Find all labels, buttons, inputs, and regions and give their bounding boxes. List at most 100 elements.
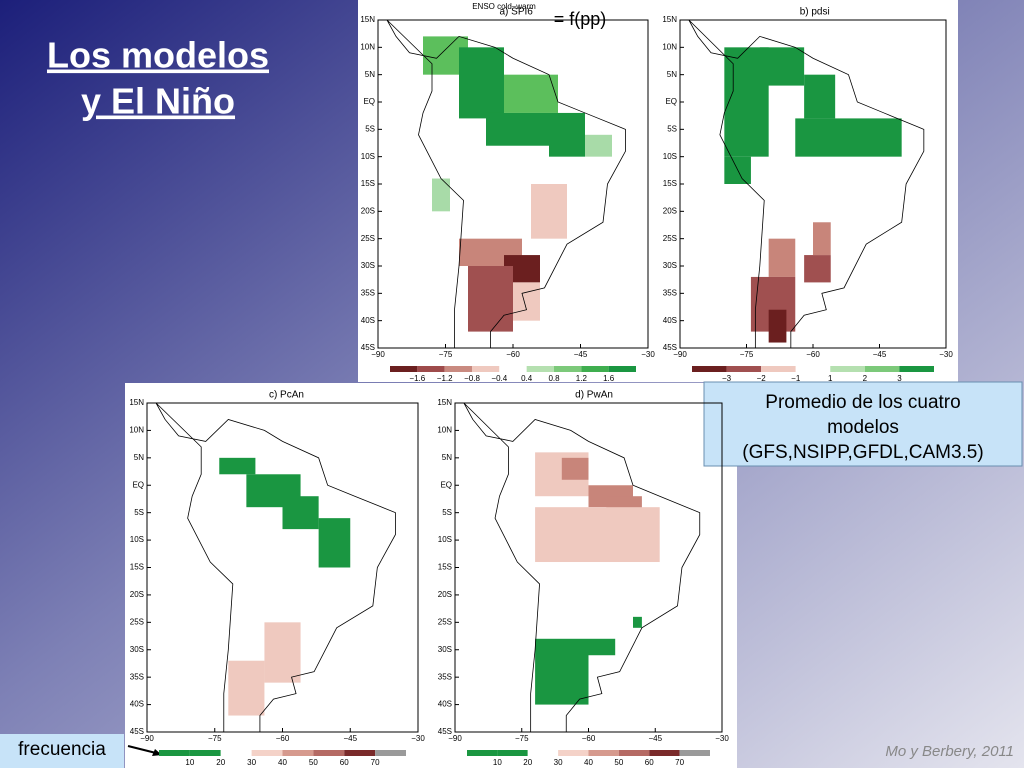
colorbar-label: 10	[185, 758, 194, 767]
colorbar-label: 30	[247, 758, 256, 767]
lat-label: 15N	[129, 398, 144, 407]
note-text: Promedio de los cuatro	[765, 392, 960, 413]
lat-label: 45S	[361, 343, 375, 352]
lat-label: 15N	[437, 398, 452, 407]
colorbar-segment	[390, 366, 418, 372]
lat-label: 35S	[663, 288, 677, 297]
lat-label: EQ	[132, 480, 144, 489]
colorbar-label: −0.4	[491, 374, 507, 383]
colorbar-segment	[761, 366, 796, 372]
colorbar-label: 40	[278, 758, 287, 767]
colorbar-segment	[375, 750, 406, 756]
slide-title: y El Niño	[81, 81, 235, 122]
colorbar-segment	[527, 750, 559, 756]
shaded-cell	[795, 118, 902, 157]
colorbar-segment	[679, 750, 710, 756]
lat-label: EQ	[665, 97, 677, 106]
colorbar-segment	[497, 750, 528, 756]
lon-label: −75	[740, 350, 754, 359]
shaded-cell	[561, 457, 589, 480]
shaded-cell	[228, 660, 265, 716]
lon-label: −60	[806, 350, 820, 359]
colorbar-segment	[608, 366, 636, 372]
lat-label: 5N	[667, 70, 677, 79]
lon-label: −75	[208, 734, 222, 743]
colorbar-label: 20	[216, 758, 225, 767]
shaded-cell	[588, 638, 616, 656]
lat-label: 35S	[438, 672, 452, 681]
lon-label: −45	[873, 350, 887, 359]
lat-label: 20S	[130, 590, 144, 599]
lat-label: 40S	[438, 700, 452, 709]
lon-label: −60	[506, 350, 520, 359]
shaded-cell	[768, 238, 796, 277]
colorbar-label: −2	[757, 374, 767, 383]
colorbar-label: 70	[371, 758, 380, 767]
lat-label: 10N	[360, 42, 375, 51]
slide-title: Los modelos	[47, 35, 269, 76]
lat-label: 5S	[442, 508, 452, 517]
shaded-cell	[432, 178, 450, 212]
colorbar-segment	[499, 366, 527, 372]
lat-label: 15S	[130, 563, 144, 572]
colorbar-segment	[554, 366, 582, 372]
lat-label: 10N	[662, 42, 677, 51]
colorbar-label: 1.6	[603, 374, 615, 383]
colorbar-label: 1	[828, 374, 833, 383]
lon-label: −60	[582, 734, 596, 743]
colorbar-segment	[588, 750, 619, 756]
lon-label: −45	[343, 734, 357, 743]
lat-label: 40S	[663, 316, 677, 325]
lat-label: 25S	[361, 234, 375, 243]
lat-label: 45S	[130, 727, 144, 736]
colorbar-segment	[344, 750, 376, 756]
lat-label: 5S	[667, 124, 677, 133]
lat-label: EQ	[440, 480, 452, 489]
colorbar-segment	[726, 366, 762, 372]
lat-label: 20S	[663, 206, 677, 215]
coastline	[463, 402, 701, 733]
colorbar-label: 50	[309, 758, 318, 767]
lat-label: 5N	[442, 453, 452, 462]
lat-label: 30S	[361, 261, 375, 270]
lat-label: 30S	[130, 645, 144, 654]
colorbar-segment	[649, 750, 680, 756]
colorbar-segment	[864, 366, 900, 372]
lat-label: 25S	[663, 234, 677, 243]
lon-label: −30	[641, 350, 655, 359]
lon-label: −90	[371, 350, 385, 359]
lat-label: 20S	[438, 590, 452, 599]
lat-label: 15S	[438, 563, 452, 572]
shaded-cell	[804, 74, 836, 119]
lon-label: −90	[140, 734, 154, 743]
lat-label: 10S	[438, 535, 452, 544]
colorbar-segment	[526, 366, 554, 372]
colorbar-segment	[795, 366, 831, 372]
lon-label: −60	[276, 734, 290, 743]
shaded-cell	[535, 507, 660, 563]
lat-label: 30S	[663, 261, 677, 270]
lat-label: 15S	[361, 179, 375, 188]
shaded-cell	[759, 47, 805, 86]
colorbar-label: −1	[791, 374, 801, 383]
colorbar-label: 40	[584, 758, 593, 767]
panel-label: a) SPI6	[500, 7, 534, 18]
colorbar-label: 0.8	[548, 374, 560, 383]
lat-label: 20S	[361, 206, 375, 215]
lat-label: 5S	[134, 508, 144, 517]
shaded-cell	[468, 266, 513, 332]
colorbar-label: 70	[675, 758, 684, 767]
shaded-cell	[504, 74, 558, 113]
lat-label: 15N	[360, 15, 375, 24]
lat-label: 25S	[438, 617, 452, 626]
shaded-cell	[459, 47, 504, 119]
lat-label: 10N	[437, 426, 452, 435]
coastline	[386, 19, 626, 349]
shaded-cell	[264, 622, 301, 683]
panel-label: b) pdsi	[800, 7, 830, 18]
coastline	[155, 402, 396, 733]
colorbar-label: −0.8	[464, 374, 480, 383]
figure-header: ENSO cold–warm	[472, 2, 536, 11]
shaded-cell	[513, 282, 540, 321]
lon-label: −75	[515, 734, 529, 743]
